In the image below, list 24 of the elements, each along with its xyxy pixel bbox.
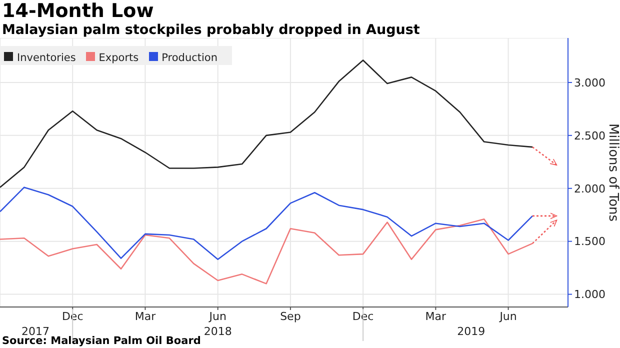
legend-label: Inventories [17,52,76,64]
chart-title: 14-Month Low [2,0,154,22]
y-tick-label: 3.000 [574,76,606,90]
x-tick-label: Mar [425,310,447,323]
chart-subtitle: Malaysian palm stockpiles probably dropped in August [2,22,420,38]
x-tick-label: Jun [208,310,226,323]
x2-tick-label: 2019 [457,325,486,338]
y-tick-label: 2.000 [574,182,606,196]
source-note: Source: Malaysian Palm Oil Board [2,335,201,347]
line-series [0,218,534,284]
y-axis-title: Millions of Tons [605,123,620,222]
x-tick-label: Dec [62,310,84,323]
y-tick-label: 2.500 [574,129,606,142]
x-tick-label: Sep [280,310,301,323]
x2-tick-label: 2017 [22,325,50,338]
legend-label: Production [162,52,218,64]
x2-tick-label: 2018 [204,325,232,338]
y-tick-label: 1.500 [574,235,606,248]
legend-label: Exports [98,52,139,64]
x-tick-label: Mar [134,310,156,323]
y-tick-label: 1.000 [574,288,606,302]
line-series [0,186,534,260]
x-tick-label: Dec [352,310,374,323]
x-tick-label: Jun [498,310,517,323]
